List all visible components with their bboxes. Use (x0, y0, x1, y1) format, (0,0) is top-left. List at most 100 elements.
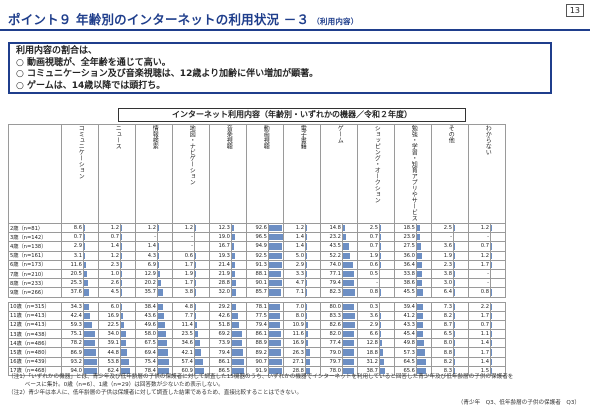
value-bar (454, 312, 456, 319)
value-bar-cell (268, 365, 284, 377)
value-bar (232, 321, 240, 329)
column-header-label: 勉強・学習・知育アプリやサービス (410, 125, 418, 221)
value-cell: 75.4 (135, 356, 158, 367)
value-cell: 2.9 (61, 241, 84, 252)
value-cell: 34.3 (61, 301, 84, 312)
value-cell: 10.9 (283, 319, 306, 331)
value-cell: 45.4 (394, 329, 417, 340)
value-cell: 35.7 (135, 287, 158, 298)
value-bar (380, 358, 385, 365)
value-bar-cell (379, 356, 395, 367)
value-cell: 14.8 (320, 222, 343, 234)
value-bar-cell (416, 356, 432, 367)
value-bar-cell (194, 232, 210, 243)
summary-box: 利用内容の割合は、 ○ 動画視聴が、全年齢を通じて高い。 ○ コミュニケーション… (8, 42, 552, 94)
column-header-label: 情報検索 (151, 125, 159, 149)
value-bar-cell (453, 278, 469, 289)
value-cell: 3.8 (172, 287, 195, 298)
value-bar (306, 331, 308, 338)
value-bar-cell (305, 259, 321, 270)
value-bar-cell (194, 356, 210, 367)
table-row: 12歳（n=413） 59.3 22.5 49.6 11.4 51.8 79.4 10.9 82… (8, 319, 506, 331)
value-bar (121, 331, 126, 338)
value-bar (158, 303, 164, 310)
value-cell: 16.9 (98, 310, 121, 321)
value-cell: 1.9 (431, 250, 454, 261)
value-bar-cell (268, 250, 284, 261)
value-cell: 21.9 (209, 268, 232, 280)
value-bar-cell (83, 268, 99, 280)
value-bar-cell (268, 338, 284, 349)
value-cell: 23.9 (394, 232, 417, 243)
value-cell: 39.4 (394, 301, 417, 312)
value-cell: 23.5 (172, 329, 195, 340)
value-bar (269, 225, 282, 232)
title-underline (0, 29, 590, 31)
row-label: 14歳（n=486） (8, 338, 62, 349)
value-cell: 16.7 (209, 241, 232, 252)
value-cell: 1.2 (135, 222, 158, 234)
value-cell: 0.8 (468, 287, 491, 298)
value-bar-cell (231, 222, 247, 234)
value-bar-cell (490, 222, 506, 234)
value-bar-cell (453, 241, 469, 252)
value-bar (343, 261, 354, 268)
value-cell: 42.6 (209, 310, 232, 321)
value-bar-cell (157, 356, 173, 367)
table-row: 3歳（n=142） 0.7 0.7- -19.0 96.5 1.4 23.2 0.7 23.9-… (8, 232, 506, 243)
table-row: 9歳（n=266） 37.6 4.5 35.7 3.8 32.0 85.7 7.1 82.3 0.… (8, 287, 506, 298)
value-bar (343, 252, 351, 259)
value-bar (454, 331, 455, 338)
value-cell: 27.1 (283, 356, 306, 367)
value-cell: 83.3 (320, 310, 343, 321)
value-bar-cell (342, 278, 358, 289)
column-header: ゲーム (320, 124, 358, 224)
value-bar-cell (194, 365, 210, 377)
value-bar-cell (268, 268, 284, 280)
value-bar-cell (490, 356, 506, 367)
value-cell: 18.5 (394, 222, 417, 234)
column-header: 動画視聴 (246, 124, 284, 224)
value-bar (380, 312, 381, 319)
value-bar-cell (342, 259, 358, 270)
value-cell: 2.2 (468, 301, 491, 312)
column-header: ショッピング・オークション (357, 124, 395, 224)
value-bar-cell (342, 356, 358, 367)
value-cell: 33.8 (394, 268, 417, 280)
value-bar (343, 331, 355, 338)
value-cell: 82.0 (320, 329, 343, 340)
row-label: 2歳（n=81） (8, 222, 62, 234)
value-bar (417, 340, 424, 347)
value-cell: 39.1 (98, 338, 121, 349)
value-bar-cell (120, 241, 136, 252)
value-bar-cell (305, 310, 321, 321)
value-cell: 1.2 (468, 222, 491, 234)
value-bar-cell (120, 301, 136, 312)
value-bar (417, 367, 427, 374)
value-bar-cell (379, 222, 395, 234)
value-bar-cell (231, 232, 247, 243)
value-cell: 1.7 (468, 310, 491, 321)
value-cell: 1.9 (357, 250, 380, 261)
value-bar (454, 358, 456, 365)
value-bar-cell (194, 268, 210, 280)
value-cell: 93.2 (61, 356, 84, 367)
value-bar-cell (342, 329, 358, 340)
value-cell: - (135, 232, 158, 243)
value-cell: 1.4 (468, 338, 491, 349)
value-bar (121, 358, 129, 365)
value-cell: 25.3 (61, 278, 84, 289)
value-bar-cell (416, 301, 432, 312)
table-row: 6歳（n=173） 11.6 2.3 6.9 1.7 21.4 91.3 2.9 74.0 0.6… (8, 259, 506, 270)
value-cell: 23.2 (320, 232, 343, 243)
value-bar-cell (231, 301, 247, 312)
value-bar (232, 367, 245, 374)
value-bar-cell (305, 301, 321, 312)
value-bar-cell (231, 347, 247, 358)
value-cell: 7.3 (431, 301, 454, 312)
value-bar-cell (342, 287, 358, 298)
value-bar-cell (157, 338, 173, 349)
value-bar (343, 280, 355, 287)
value-cell: 8.2 (431, 310, 454, 321)
value-bar (84, 321, 93, 329)
